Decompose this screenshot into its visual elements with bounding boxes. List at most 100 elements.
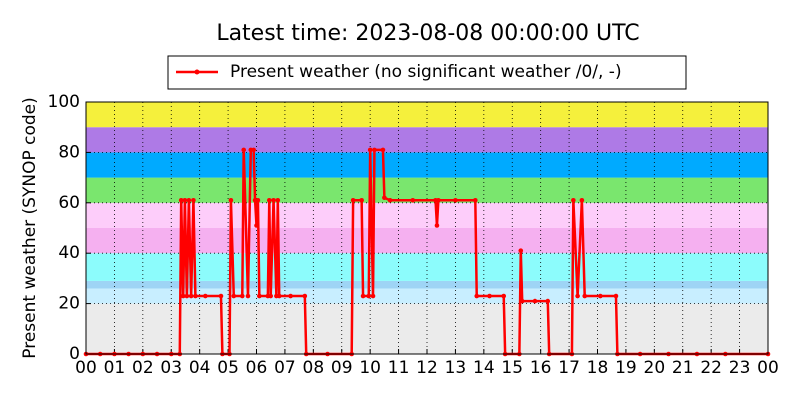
y-tick-label: 100 bbox=[48, 92, 80, 112]
x-tick-label: 23 bbox=[729, 358, 751, 378]
x-tick-label: 14 bbox=[473, 358, 495, 378]
data-point bbox=[255, 197, 261, 203]
data-point bbox=[203, 293, 208, 299]
data-point bbox=[193, 293, 198, 299]
x-tick-label: 13 bbox=[445, 358, 467, 378]
data-point bbox=[241, 147, 247, 153]
data-point bbox=[191, 197, 196, 203]
data-point bbox=[360, 293, 366, 299]
data-point bbox=[434, 223, 440, 228]
data-point bbox=[501, 293, 507, 299]
data-point bbox=[372, 147, 377, 153]
background-band bbox=[86, 127, 768, 153]
data-point bbox=[387, 197, 393, 203]
background-band bbox=[86, 253, 768, 281]
x-tick-label: 05 bbox=[217, 358, 239, 378]
x-tick-label: 09 bbox=[331, 358, 353, 378]
y-tick-label: 20 bbox=[58, 294, 80, 314]
data-point bbox=[579, 197, 585, 203]
plot-layer bbox=[83, 147, 771, 357]
data-point bbox=[239, 293, 245, 299]
x-tick-label: 20 bbox=[644, 358, 666, 378]
data-point bbox=[302, 293, 308, 299]
x-tick-label: 22 bbox=[700, 358, 722, 378]
x-tick-label: 00 bbox=[757, 358, 779, 378]
y-tick-label: 40 bbox=[58, 243, 80, 263]
data-point bbox=[410, 197, 416, 203]
x-tick-label: 19 bbox=[615, 358, 637, 378]
x-tick-label: 03 bbox=[160, 358, 182, 378]
data-point bbox=[382, 195, 387, 201]
x-tick-label: 02 bbox=[132, 358, 154, 378]
x-tick-label: 01 bbox=[104, 358, 126, 378]
data-point bbox=[582, 293, 588, 299]
background-band bbox=[86, 228, 768, 254]
data-point bbox=[436, 197, 441, 203]
legend-label: Present weather (no significant weather … bbox=[230, 62, 622, 82]
data-point bbox=[182, 197, 188, 203]
y-tick-label: 60 bbox=[58, 193, 80, 213]
data-point bbox=[350, 197, 356, 203]
data-point bbox=[518, 248, 524, 253]
data-point bbox=[188, 293, 194, 299]
plot-frame bbox=[85, 101, 769, 355]
data-point bbox=[245, 293, 251, 299]
data-point bbox=[359, 197, 364, 203]
data-point bbox=[186, 197, 192, 203]
x-tick-label: 08 bbox=[303, 358, 325, 378]
data-point bbox=[254, 223, 259, 228]
data-point bbox=[367, 147, 373, 153]
data-point bbox=[276, 293, 282, 299]
data-point bbox=[366, 293, 372, 299]
data-point bbox=[575, 293, 580, 299]
x-tick-label: 18 bbox=[587, 358, 609, 378]
data-point bbox=[218, 293, 224, 299]
legend-marker bbox=[194, 69, 200, 75]
x-tick-label: 07 bbox=[274, 358, 296, 378]
x-tick-label: 12 bbox=[416, 358, 438, 378]
data-point bbox=[180, 293, 186, 299]
y-tick-label: 0 bbox=[69, 344, 80, 364]
data-point bbox=[532, 298, 538, 304]
x-tick-label: 11 bbox=[388, 358, 410, 378]
data-point bbox=[184, 293, 190, 299]
data-point bbox=[266, 197, 272, 203]
data-point bbox=[613, 293, 619, 299]
x-tick-label: 15 bbox=[501, 358, 523, 378]
data-point bbox=[380, 147, 386, 153]
data-point bbox=[178, 197, 184, 203]
data-point bbox=[545, 298, 551, 304]
x-tick-label: 04 bbox=[189, 358, 211, 378]
legend-box bbox=[167, 55, 687, 90]
background-band bbox=[86, 288, 768, 304]
x-tick-label: 16 bbox=[530, 358, 552, 378]
y-tick-label: 80 bbox=[58, 142, 80, 162]
x-tick-label: 06 bbox=[246, 358, 268, 378]
data-point bbox=[571, 197, 576, 203]
data-point bbox=[228, 197, 234, 203]
data-point bbox=[275, 197, 281, 203]
data-point bbox=[288, 293, 293, 299]
background-band bbox=[86, 303, 768, 354]
x-tick-label: 21 bbox=[672, 358, 694, 378]
x-tick-label: 00 bbox=[75, 358, 97, 378]
data-point bbox=[474, 293, 480, 299]
data-point bbox=[473, 197, 478, 203]
data-point bbox=[231, 293, 237, 299]
background-band bbox=[86, 280, 768, 289]
chart-title: Latest time: 2023-08-08 00:00:00 UTC bbox=[216, 21, 639, 46]
background-band bbox=[86, 152, 768, 178]
data-point bbox=[271, 197, 276, 203]
data-point bbox=[257, 293, 262, 299]
x-tick-label: 10 bbox=[359, 358, 381, 378]
data-point bbox=[519, 298, 525, 304]
data-point bbox=[370, 293, 376, 299]
data-point bbox=[487, 293, 492, 299]
x-tick-label: 17 bbox=[558, 358, 580, 378]
y-axis-label: Present weather (SYNOP code) bbox=[20, 97, 40, 358]
data-point bbox=[598, 293, 603, 299]
data-point bbox=[251, 147, 256, 153]
data-point bbox=[453, 197, 458, 203]
